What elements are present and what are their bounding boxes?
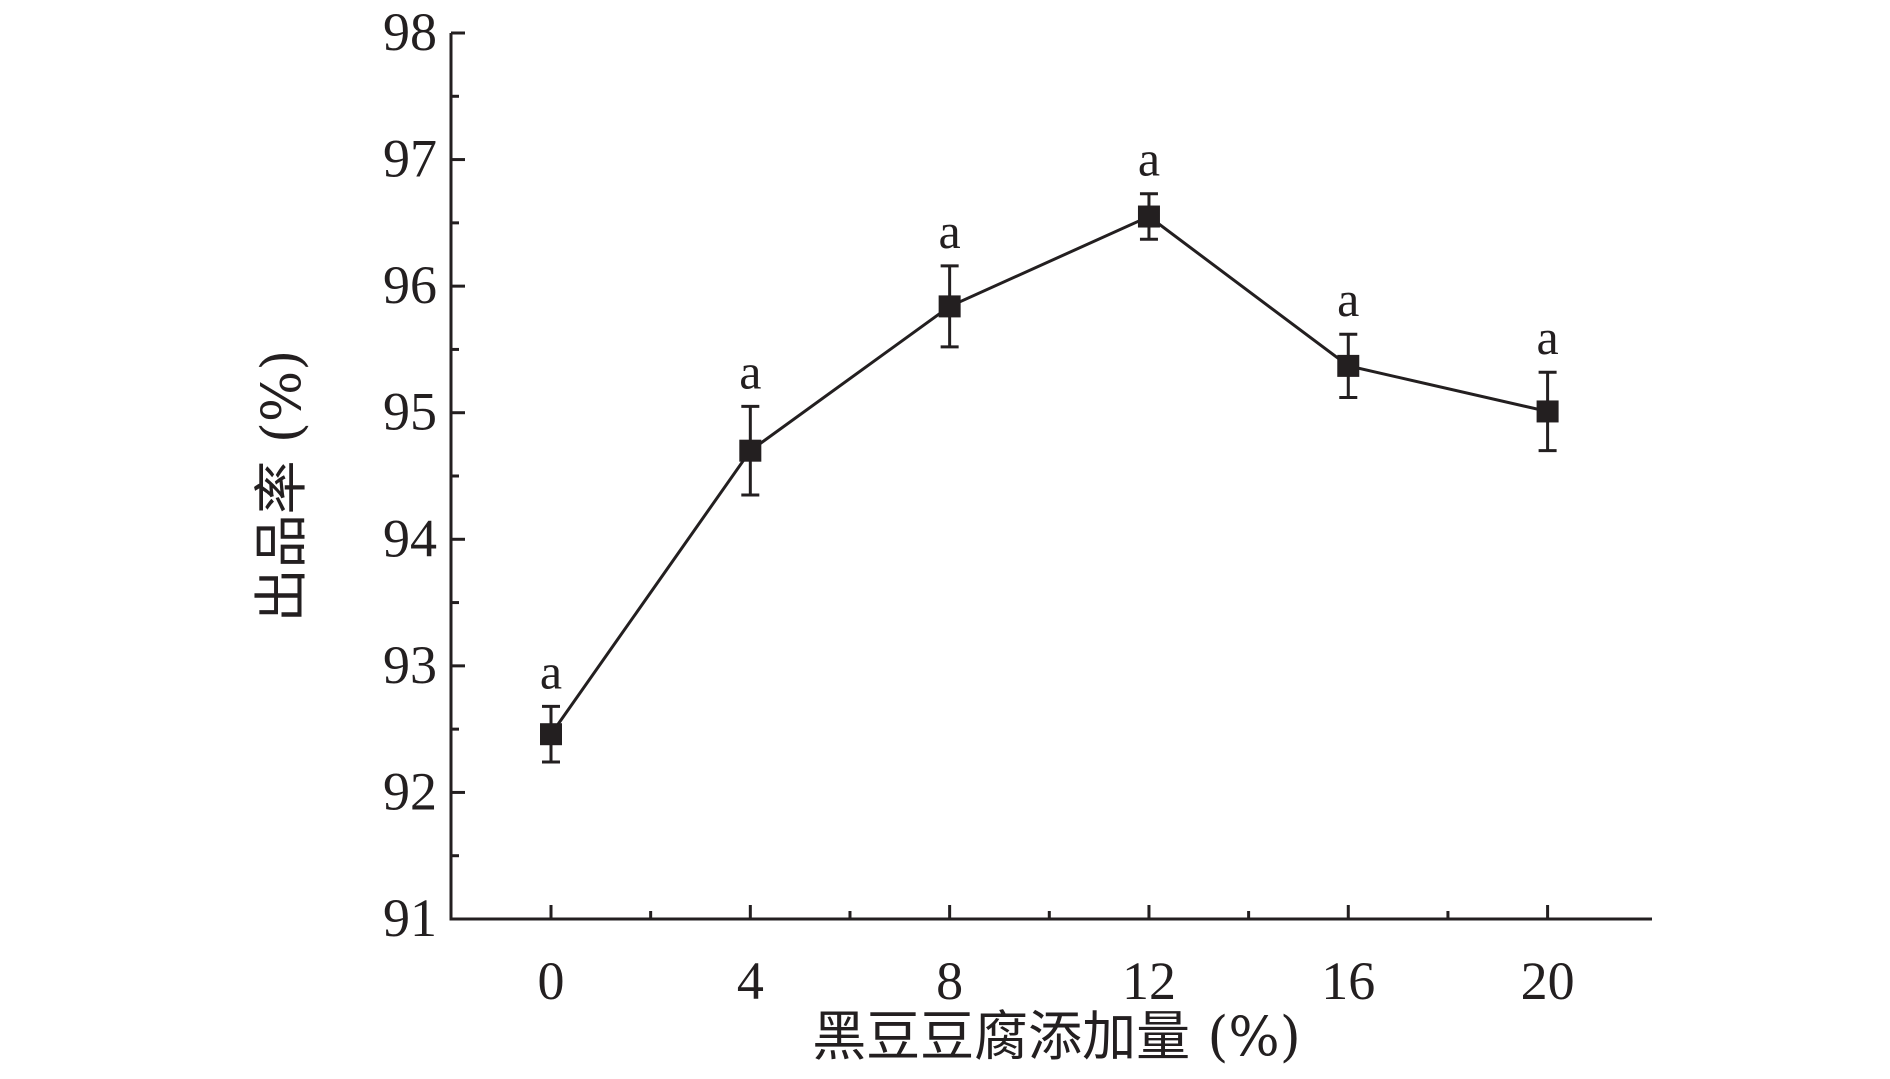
significance-label: a: [739, 343, 761, 399]
significance-label: a: [1138, 131, 1160, 187]
x-axis-title: 黑豆豆腐添加量 (%): [812, 1005, 1301, 1068]
x-tick-label: 20: [1521, 951, 1575, 1011]
y-tick-label: 93: [383, 635, 437, 695]
significance-label: a: [939, 203, 961, 259]
y-axis-ticks: 91 92 93 94 95 96 97 98: [383, 2, 465, 948]
significance-label: a: [540, 643, 562, 699]
series-line: [549, 214, 1548, 736]
y-tick-label: 96: [383, 255, 437, 315]
x-tick-label: 8: [936, 951, 963, 1011]
data-point-marker: [1137, 205, 1160, 228]
x-tick-label: 16: [1321, 951, 1375, 1011]
x-tick-label: 0: [538, 951, 565, 1011]
x-axis-ticks: 0 4 8 12 16 20: [538, 905, 1575, 1011]
significance-label: a: [1536, 309, 1558, 365]
y-tick-label: 91: [383, 888, 437, 948]
y-axis-title: 出品率 (%): [250, 350, 313, 623]
significance-label: a: [1337, 271, 1359, 327]
axis-frame: [449, 33, 1652, 921]
data-point-marker: [739, 439, 762, 462]
y-tick-label: 95: [383, 382, 437, 442]
x-tick-label: 12: [1122, 951, 1176, 1011]
y-tick-label: 94: [383, 508, 437, 568]
data-point-marker: [1536, 400, 1559, 423]
data-point-marker: [938, 295, 961, 318]
y-tick-label: 97: [383, 129, 437, 189]
y-tick-label: 98: [383, 2, 437, 62]
x-tick-label: 4: [737, 951, 764, 1011]
data-point-marker: [1337, 354, 1360, 377]
data-series: a a a a a a: [540, 131, 1559, 764]
axes: [449, 33, 1652, 921]
y-tick-label: 92: [383, 761, 437, 821]
data-point-marker: [540, 723, 562, 746]
